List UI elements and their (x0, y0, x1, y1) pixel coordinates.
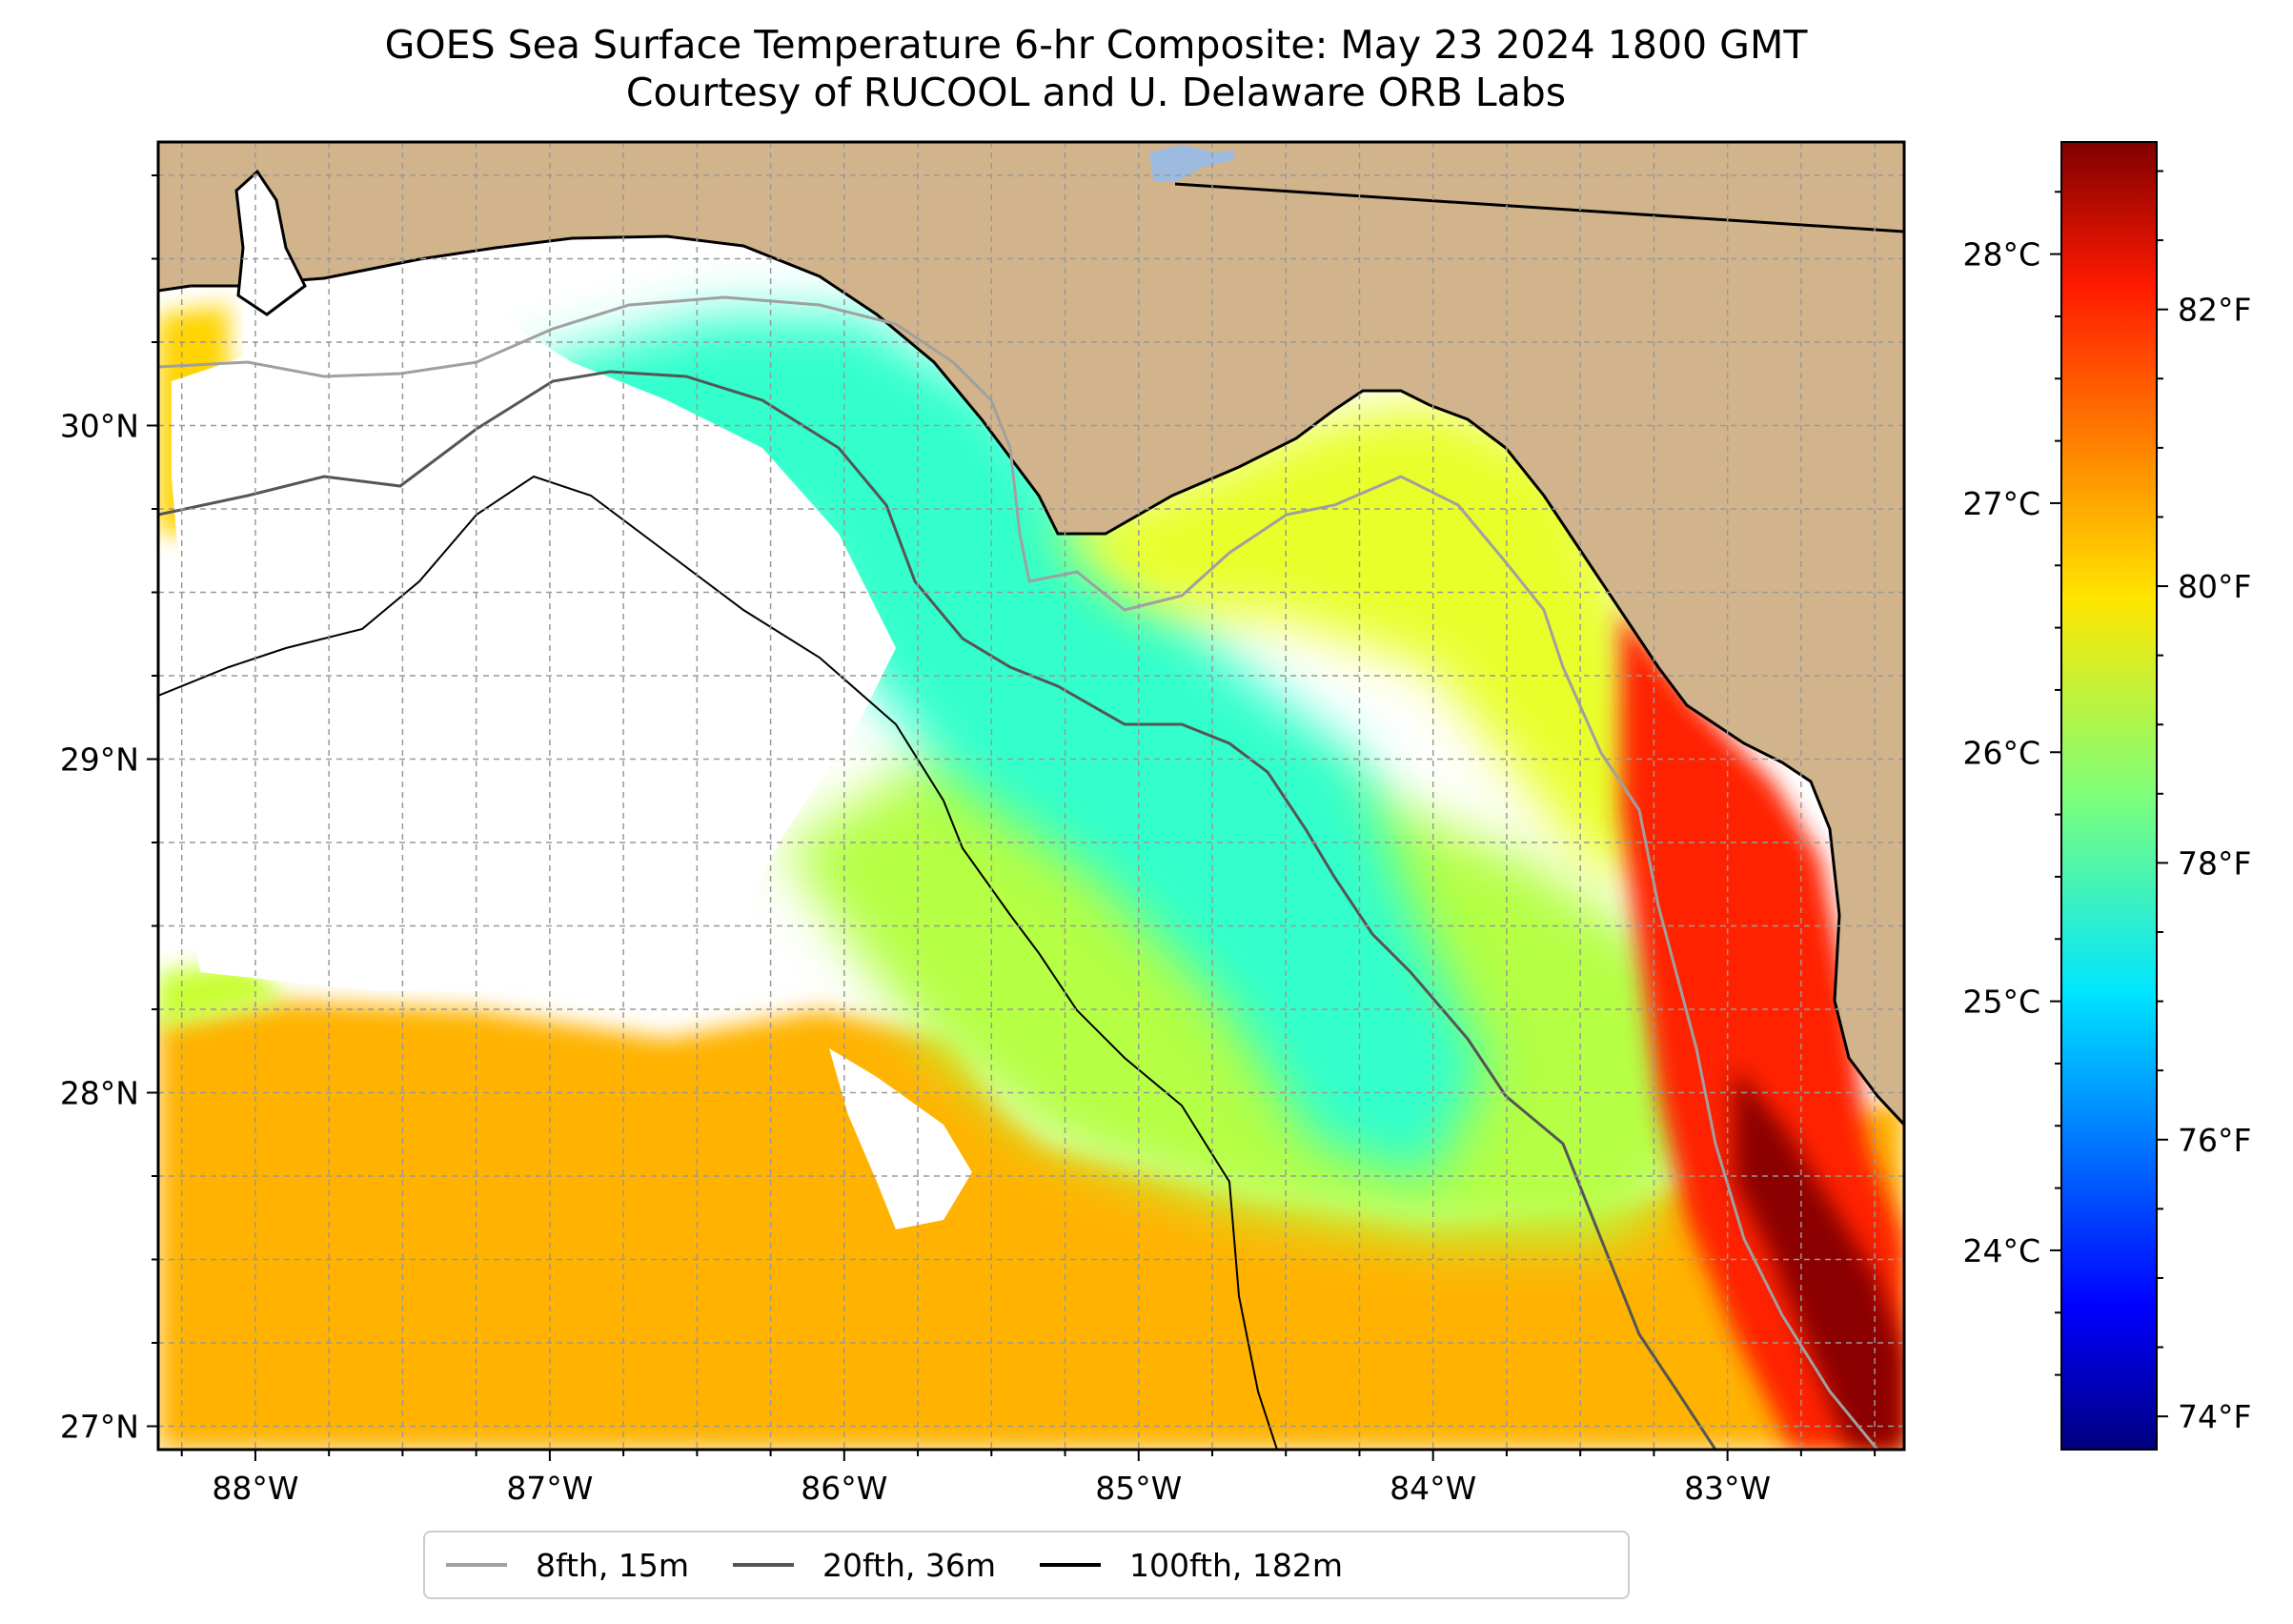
celsius-tick-label: 25°C (1962, 984, 2040, 1021)
lat-tick-label: 29°N (60, 741, 139, 779)
page-title: GOES Sea Surface Temperature 6-hr Compos… (0, 21, 2192, 116)
title-line-2: Courtesy of RUCOOL and U. Delaware ORB L… (625, 70, 1567, 115)
cloud-gaps (172, 315, 972, 1229)
lon-tick-label: 88°W (212, 1470, 298, 1507)
legend-entry: 100fth, 182m (1040, 1547, 1343, 1584)
map-legend: 8fth, 15m 20fth, 36m 100fth, 182m (423, 1531, 1630, 1599)
map-frame (156, 140, 1906, 1451)
legend-entry: 20fth, 36m (733, 1547, 996, 1584)
gridlines (158, 142, 1904, 1450)
fahrenheit-tick-label: 76°F (2178, 1122, 2251, 1159)
legend-label: 8fth, 15m (536, 1546, 690, 1584)
fahrenheit-tick-label: 80°F (2178, 568, 2251, 605)
celsius-tick-label: 26°C (1962, 734, 2040, 771)
sst-south-warm (158, 1001, 1904, 1450)
title-line-1: GOES Sea Surface Temperature 6-hr Compos… (384, 22, 1808, 68)
cloud-gap-west (172, 315, 896, 991)
fahrenheit-tick-label: 78°F (2178, 844, 2251, 882)
sst-shelf-yellow (1048, 400, 1677, 877)
sst-field (158, 305, 1904, 1450)
boundary-line (1174, 182, 1904, 233)
lat-tick-label: 30°N (60, 408, 139, 445)
colorbar-fahrenheit-ticks: 74°F 76°F 78°F 80°F 82°F (2157, 170, 2251, 1435)
isobath-100fth (158, 475, 1278, 1450)
celsius-tick-label: 28°C (1962, 236, 2040, 274)
legend-entry: 8fth, 15m (446, 1547, 689, 1584)
legend-swatch-8fth (446, 1563, 507, 1567)
lon-tick-label: 84°W (1390, 1470, 1476, 1507)
lon-tick-label: 85°W (1095, 1470, 1182, 1507)
sst-southwest-edge (158, 963, 286, 1029)
celsius-tick-label: 24°C (1962, 1232, 2040, 1269)
legend-swatch-100fth (1040, 1563, 1102, 1567)
lon-tick-label: 86°W (801, 1470, 887, 1507)
lon-tick-label: 87°W (506, 1470, 593, 1507)
lake (1149, 145, 1235, 181)
legend-swatch-20fth (733, 1563, 795, 1567)
legend-label: 20fth, 36m (822, 1546, 997, 1584)
isobath-20fth (158, 370, 1717, 1450)
colorbar-celsius-ticks: 24°C 25°C 26°C 27°C 28°C (1962, 191, 2061, 1376)
colorbar-gradient (2060, 141, 2158, 1451)
land-mass (158, 142, 1904, 1127)
sst-coastal-hot (1735, 1067, 1904, 1450)
colorbar: 24°C 25°C 26°C 27°C 28°C 74°F 76°F 78°F 80°F 82°… (1962, 141, 2251, 1451)
fahrenheit-tick-label: 74°F (2178, 1398, 2251, 1435)
cloud-gap-south (829, 1048, 972, 1229)
map-area (158, 142, 1904, 1450)
isobath-8fth (158, 295, 1879, 1450)
sst-cool-tongue (534, 315, 1487, 1182)
lat-tick-label: 27°N (60, 1409, 139, 1446)
celsius-tick-label: 27°C (1962, 485, 2040, 522)
lon-ticks: 88°W 87°W 86°W 85°W 84°W 83°W (180, 1450, 1877, 1507)
legend-label: 100fth, 182m (1129, 1546, 1344, 1584)
lon-tick-label: 83°W (1684, 1470, 1771, 1507)
lat-ticks: 30°N 29°N 28°N 27°N (60, 174, 158, 1446)
lat-tick-label: 28°N (60, 1075, 139, 1112)
fahrenheit-tick-label: 82°F (2178, 292, 2251, 329)
coastal-bay-white (234, 169, 307, 316)
